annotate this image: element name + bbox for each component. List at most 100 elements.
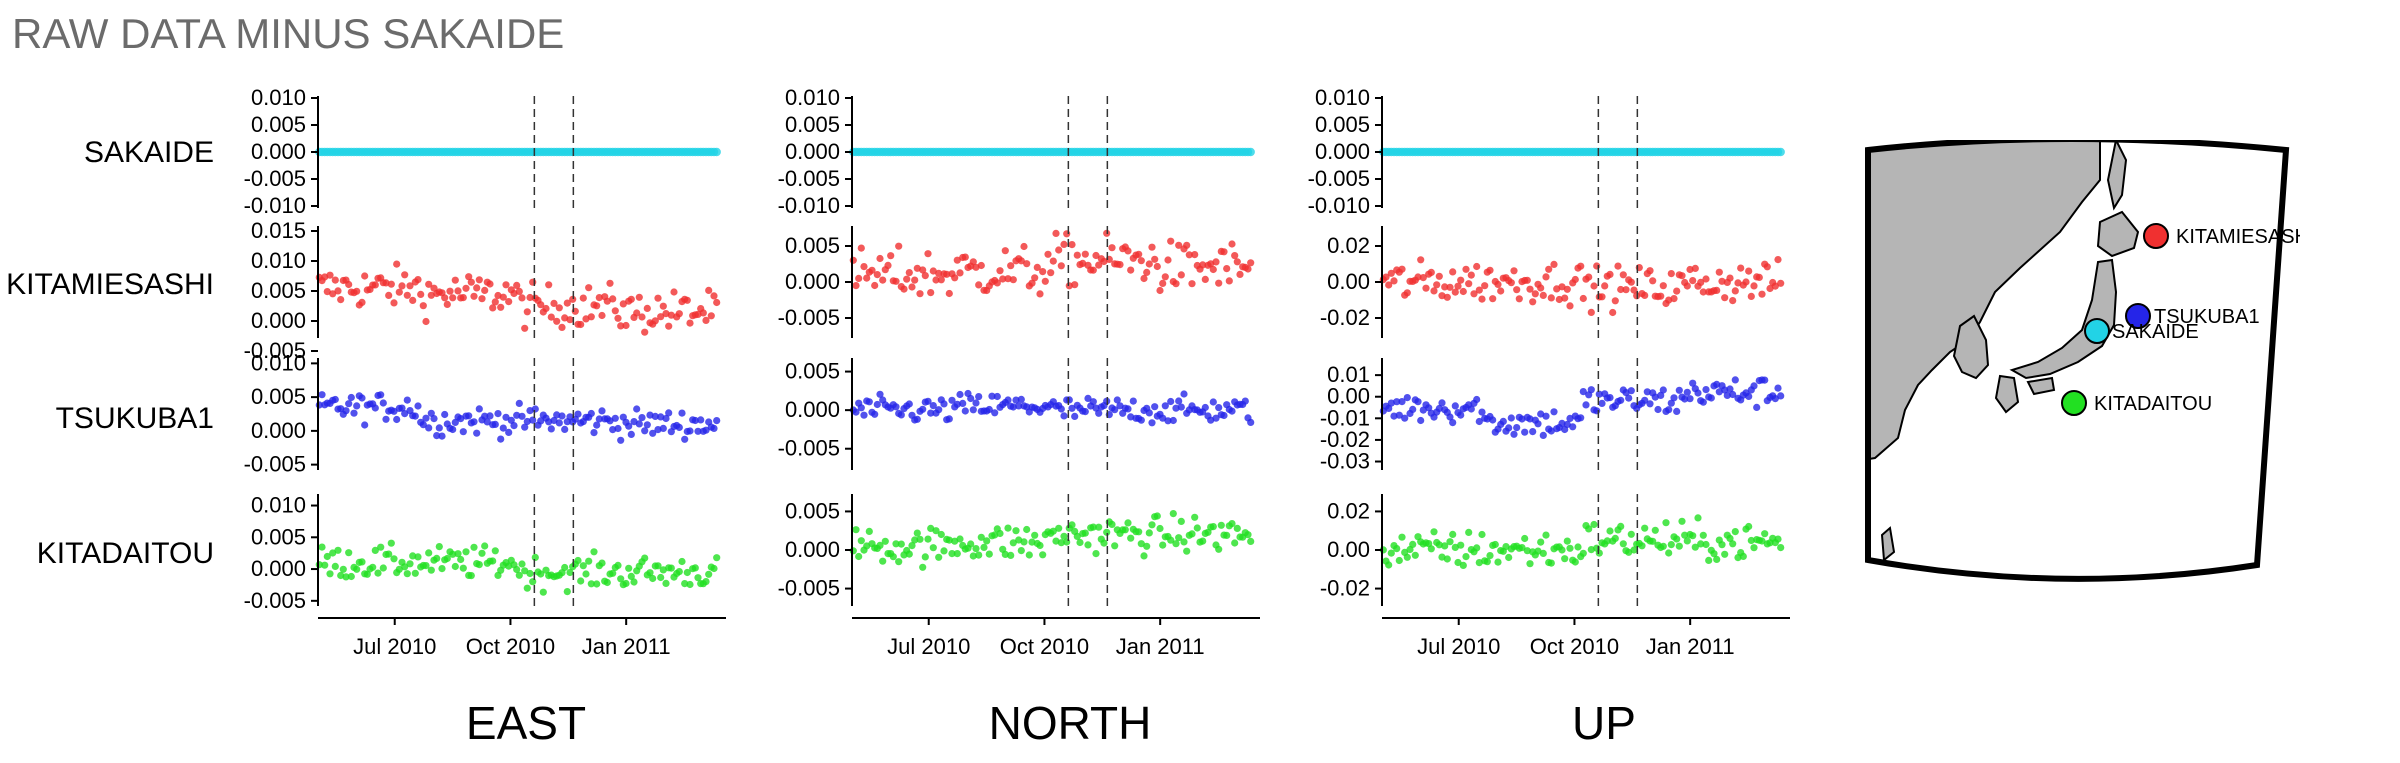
data-point [1031,531,1039,539]
data-point [977,261,985,270]
data-point [686,319,694,327]
data-point [331,395,339,404]
data-point [510,422,518,430]
data-point [1172,540,1180,548]
data-point [887,252,895,260]
data-point [681,580,689,588]
data-point [1702,386,1710,394]
data-point [462,548,470,556]
data-point [553,317,561,325]
data-point [1667,541,1675,549]
data-point [451,276,459,284]
data-point [491,547,499,555]
data-point [446,287,454,295]
data-point [1124,405,1132,413]
data-point [1550,408,1558,416]
data-point [1108,244,1116,252]
data-point [940,547,948,555]
map-land-korea [1952,314,1990,380]
data-point [1745,267,1753,275]
y-tick-label: -0.005 [778,305,840,330]
data-point [1750,382,1758,390]
data-point [857,537,865,545]
data-point [1185,251,1193,259]
data-point [927,289,935,297]
data-point [713,417,721,425]
data-point [1776,147,1785,157]
data-point [940,400,948,408]
data-point [1606,394,1614,402]
data-point [497,435,505,443]
data-point [1089,523,1097,531]
data-point [895,558,903,566]
data-point [454,550,462,558]
data-point [1691,543,1699,551]
data-point [1129,397,1137,405]
data-point [406,282,414,290]
data-point [1678,517,1686,525]
data-point [1721,294,1729,302]
data-point [569,295,577,303]
data-point [385,550,393,558]
data-point [523,584,531,592]
data-point [641,554,649,562]
data-point [1081,529,1089,537]
data-point [1542,531,1550,539]
data-point [1507,414,1515,422]
data-point [1561,555,1569,563]
data-point [1180,538,1188,546]
data-point [1454,558,1462,567]
data-point [1662,519,1670,527]
data-point [897,540,905,548]
data-point [1148,419,1156,427]
data-point [956,535,964,543]
data-point [486,412,494,420]
data-point [1057,539,1065,547]
data-point [1009,539,1017,547]
panel-group-east: 0.0100.0050.000-0.005-0.0100.0150.0100.0… [244,85,726,659]
data-point [1036,541,1044,550]
data-point [967,394,975,403]
data-point [1183,241,1191,249]
data-point [1215,545,1223,553]
data-point [574,410,582,418]
data-point [537,301,545,309]
data-point [662,414,670,423]
data-point [1510,430,1518,438]
data-point [892,277,900,285]
data-point [1630,286,1638,294]
data-point [1459,287,1467,296]
data-point [702,316,710,324]
data-point [710,424,718,432]
y-tick-label: 0.005 [1315,112,1370,137]
data-point [1007,551,1015,560]
data-point [860,263,868,271]
data-point [611,414,619,422]
data-point [1116,261,1124,269]
data-point [1044,250,1052,258]
data-point [1539,431,1547,439]
data-point [945,536,953,544]
data-point [449,425,457,434]
data-point [1060,240,1068,248]
data-point [497,303,505,311]
data-point [350,409,358,417]
data-point [1001,247,1009,255]
data-point [1465,280,1473,288]
data-point [1758,290,1766,298]
data-point [419,421,427,429]
figure-title: RAW DATA MINUS SAKAIDE [12,10,565,57]
data-point [1702,540,1710,549]
data-point [1507,279,1515,287]
data-point [478,549,486,557]
y-tick-label: 0.010 [251,248,306,273]
data-point [505,298,513,306]
data-point [1542,412,1550,420]
data-point [590,429,598,437]
data-point [1236,270,1244,278]
data-point [403,291,411,299]
data-point [619,300,627,308]
data-point [1457,276,1465,284]
